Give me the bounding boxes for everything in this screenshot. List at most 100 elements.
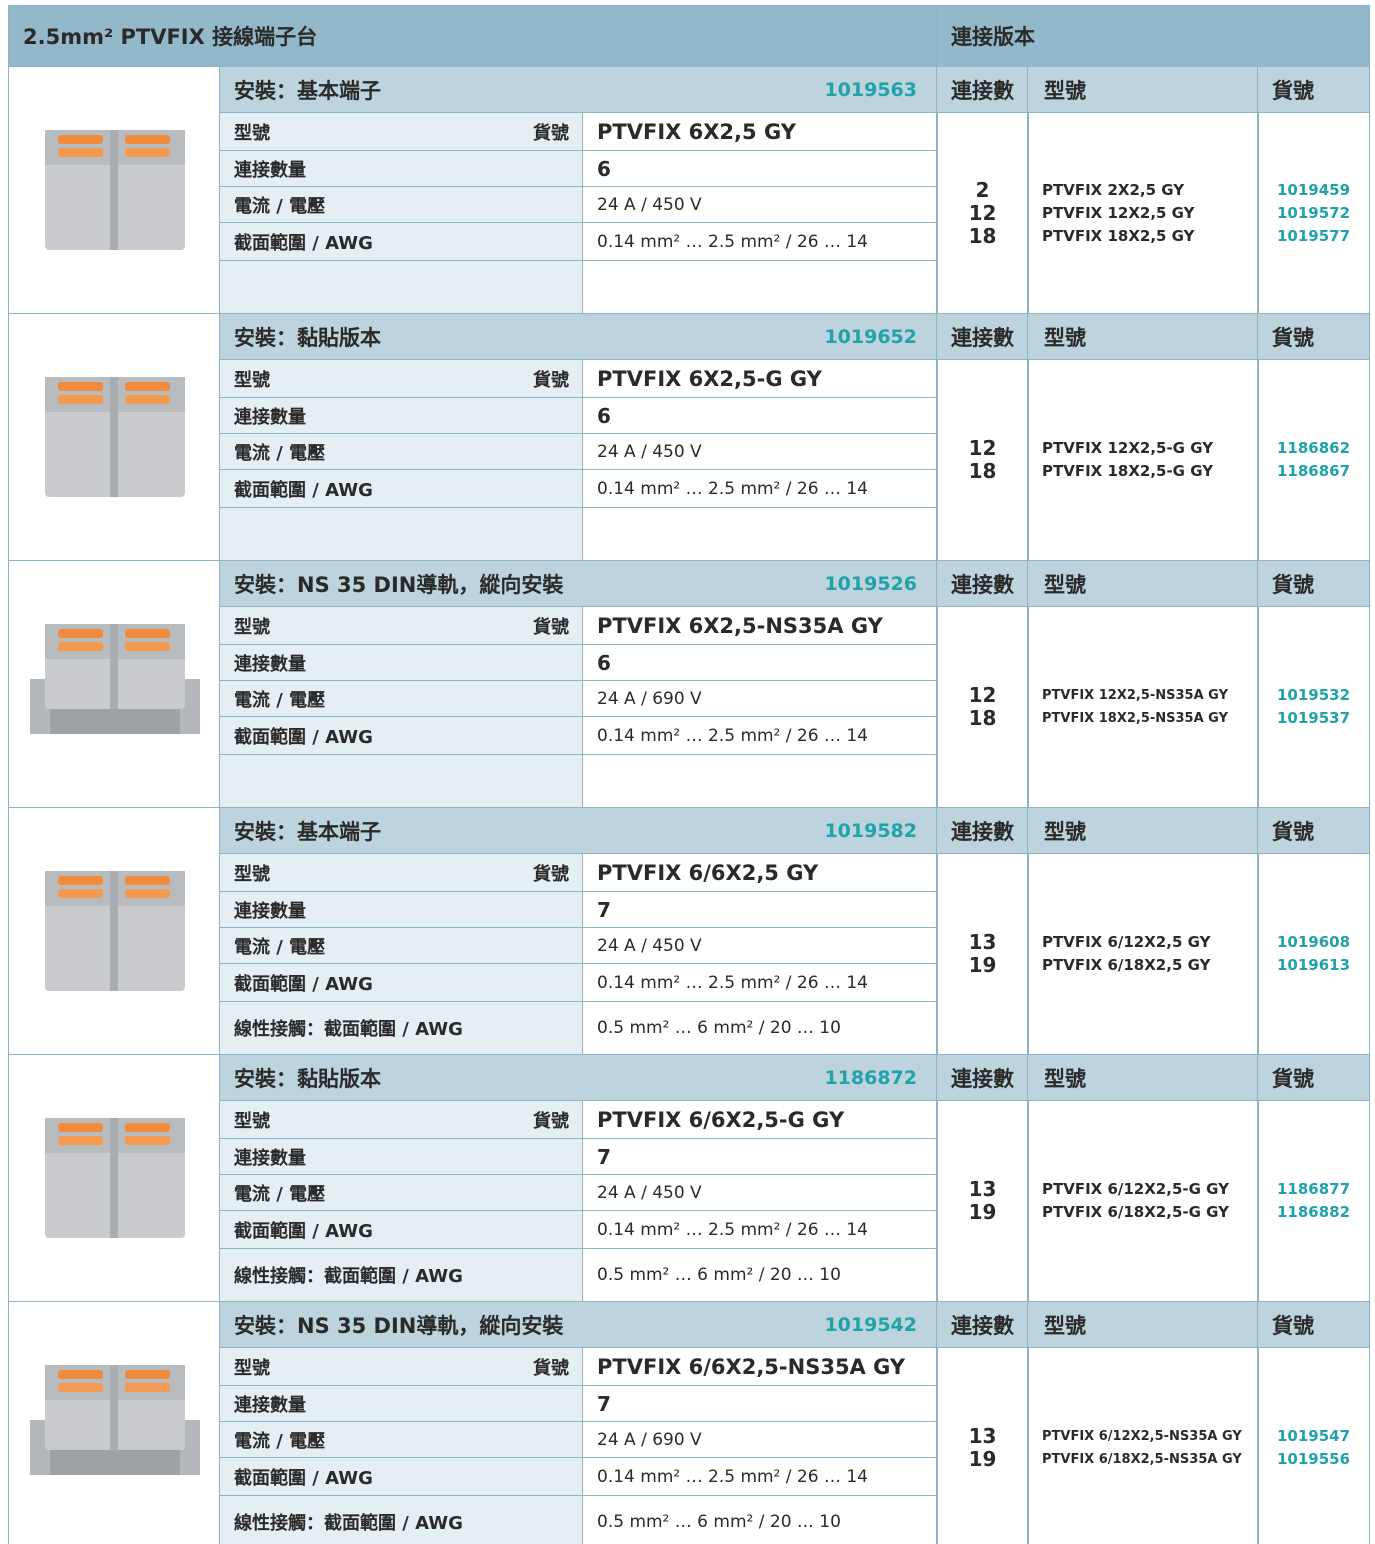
spec-value: 24 A / 450 V (582, 433, 938, 471)
parts-cell: 1019532 1019537 (1257, 606, 1370, 808)
spec-label: 連接數量 (219, 891, 584, 929)
col-model: 型號 (1027, 560, 1259, 607)
label-part: 貨號 (533, 616, 569, 638)
variant-part: 1019556 (1276, 1450, 1351, 1468)
image-cell (8, 807, 221, 1055)
models-cell: PTVFIX 6/12X2,5-G GY PTVFIX 6/18X2,5-G GY (1027, 1100, 1259, 1302)
connections-cell: 13 19 (936, 1100, 1029, 1302)
connections: 19 (968, 1200, 997, 1224)
spec-value: 0.14 mm² … 2.5 mm² / 26 … 14 (582, 469, 938, 509)
variant-model: PTVFIX 6/18X2,5-G GY (1042, 1203, 1229, 1221)
spec-value (582, 507, 938, 562)
mounting: 安裝：黏貼版本 (234, 325, 381, 350)
label-part: 貨號 (533, 1110, 569, 1132)
variant-part: 1186862 (1276, 439, 1351, 457)
spec-label: 截面範圍 / AWG (219, 469, 584, 509)
product-image (44, 130, 185, 250)
variant-part: 1186877 (1276, 1180, 1351, 1198)
spec-label: 連接數量 (219, 150, 584, 188)
spec-value (582, 260, 938, 315)
part-number: 1019652 (824, 325, 917, 348)
mounting-header: 安裝：NS 35 DIN導軌，縱向安裝 1019542 (219, 1301, 938, 1348)
label-model: 型號 (234, 616, 270, 638)
spec-value: 0.5 mm² … 6 mm² / 20 … 10 (582, 1495, 938, 1544)
variant-model: PTVFIX 18X2,5-NS35A GY (1042, 711, 1228, 726)
part-number: 1019526 (824, 572, 917, 595)
col-part: 貨號 (1257, 66, 1370, 113)
part-number: 1019582 (824, 819, 917, 842)
col-part: 貨號 (1257, 1054, 1370, 1101)
spec-label: 電流 / 電壓 (219, 1421, 584, 1459)
versions-title: 連接版本 (936, 5, 1370, 67)
variant-model: PTVFIX 6/18X2,5 GY (1042, 956, 1211, 974)
col-part: 貨號 (1257, 1301, 1370, 1348)
connections: 13 (968, 1424, 997, 1448)
col-model: 型號 (1027, 1301, 1259, 1348)
spec-value: 0.14 mm² … 2.5 mm² / 26 … 14 (582, 1457, 938, 1497)
image-cell (8, 66, 221, 314)
variant-part: 1019532 (1276, 686, 1351, 704)
label-model: 型號 (234, 863, 270, 885)
spec-value: 24 A / 450 V (582, 927, 938, 965)
spec-value: 24 A / 450 V (582, 1174, 938, 1212)
connections: 13 (968, 930, 997, 954)
col-connections: 連接數 (936, 1301, 1029, 1348)
part-number: 1186872 (824, 1066, 917, 1089)
label-model: 型號 (234, 1357, 270, 1379)
spec-model: PTVFIX 6/6X2,5 GY (582, 853, 938, 893)
spec-value (582, 754, 938, 809)
connections: 18 (968, 706, 997, 730)
parts-cell: 1019459 1019572 1019577 (1257, 112, 1370, 314)
variant-model: PTVFIX 6/12X2,5 GY (1042, 933, 1211, 951)
variant-part: 1019459 (1276, 180, 1351, 199)
spec-value: 7 (582, 891, 938, 929)
models-cell: PTVFIX 6/12X2,5 GY PTVFIX 6/18X2,5 GY (1027, 853, 1259, 1055)
connections-cell: 12 18 (936, 359, 1029, 561)
part-number: 1019542 (824, 1313, 917, 1336)
spec-value: 0.14 mm² … 2.5 mm² / 26 … 14 (582, 1210, 938, 1250)
mounting: 安裝：NS 35 DIN導軌，縱向安裝 (234, 572, 564, 597)
variant-model: PTVFIX 6/12X2,5-G GY (1042, 1180, 1229, 1198)
col-connections: 連接數 (936, 313, 1029, 360)
parts-cell: 1186877 1186882 (1257, 1100, 1370, 1302)
spec-label: 截面範圍 / AWG (219, 1457, 584, 1497)
product-image (44, 1118, 185, 1238)
spec-label: 截面範圍 / AWG (219, 1210, 584, 1250)
spec-label: 連接數量 (219, 397, 584, 435)
spec-label: 型號 貨號 (219, 112, 584, 152)
spec-label: 電流 / 電壓 (219, 680, 584, 718)
part-number: 1019563 (824, 78, 917, 101)
spec-label: 線性接觸：截面範圍 / AWG (219, 1495, 584, 1544)
mounting-header: 安裝：基本端子 1019582 (219, 807, 938, 854)
spec-label: 型號 貨號 (219, 853, 584, 893)
spec-value: 24 A / 690 V (582, 680, 938, 718)
spec-label: 連接數量 (219, 1138, 584, 1176)
spec-label: 截面範圍 / AWG (219, 222, 584, 262)
image-cell (8, 313, 221, 561)
spec-value: 7 (582, 1138, 938, 1176)
connections: 19 (968, 1447, 997, 1471)
spec-label: 型號 貨號 (219, 359, 584, 399)
image-cell (8, 560, 221, 808)
variant-part: 1019537 (1276, 709, 1351, 727)
spec-value: 0.14 mm² … 2.5 mm² / 26 … 14 (582, 222, 938, 262)
spec-model: PTVFIX 6X2,5 GY (582, 112, 938, 152)
label-part: 貨號 (533, 1357, 569, 1379)
variant-model: PTVFIX 18X2,5-G GY (1042, 462, 1214, 480)
spec-value: 0.14 mm² … 2.5 mm² / 26 … 14 (582, 963, 938, 1003)
mounting: 安裝：NS 35 DIN導軌，縱向安裝 (234, 1313, 564, 1338)
connections: 13 (968, 1177, 997, 1201)
variant-part: 1019572 (1276, 203, 1351, 222)
spec-value: 24 A / 690 V (582, 1421, 938, 1459)
product-image (29, 1365, 200, 1475)
product-image (29, 624, 200, 734)
connections-cell: 12 18 (936, 606, 1029, 808)
spec-value: 6 (582, 150, 938, 188)
mounting-header: 安裝：基本端子 1019563 (219, 66, 938, 113)
spec-model: PTVFIX 6/6X2,5-NS35A GY (582, 1347, 938, 1387)
connections: 12 (968, 200, 997, 225)
spec-label: 連接數量 (219, 1385, 584, 1423)
mounting: 安裝：基本端子 (234, 819, 381, 844)
variant-part: 1186882 (1276, 1203, 1351, 1221)
